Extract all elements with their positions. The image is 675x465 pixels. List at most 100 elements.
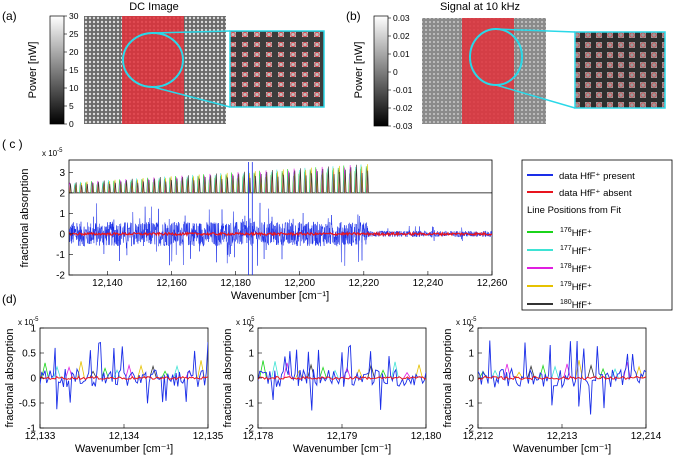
d3-fit-peak [575, 360, 583, 379]
colorbar-tick-label: 25 [69, 29, 79, 39]
chart-c-ytick-label: 2 [59, 188, 65, 199]
dc-image-zoom-inset [229, 30, 325, 108]
panel-label-d: (d) [2, 292, 17, 306]
colorbar-a-ticks: 30 25 20 15 10 5 0 [64, 11, 79, 129]
chart-c-scale-note: x 10-5 [42, 148, 63, 158]
d1-scale-note: x 10-5 [18, 317, 39, 327]
chart-c-line-position-peak [338, 171, 341, 193]
chart-c-line-position-peak [299, 168, 302, 193]
d2-ytick-label: -1 [245, 399, 254, 410]
d1-ytick-label: -1 [27, 424, 36, 435]
d3-xtick-label: 12,214 [631, 431, 662, 442]
chart-c-line-position-peak [310, 167, 313, 193]
d3-ytick-label: -2 [465, 424, 474, 435]
d1-fit-peak [101, 367, 109, 379]
chart-c-xtick-label: 12,160 [156, 278, 187, 289]
chart-c-line-position-peak [170, 180, 173, 193]
scale-exp: -5 [33, 317, 39, 323]
chart-c-line-position-peak [333, 174, 336, 193]
colorbar-tick-label: 0 [393, 67, 398, 77]
zoom-line-bottom-a [152, 86, 231, 108]
chart-c-line-position-peak [187, 175, 190, 193]
chart-c-line-position-peak [288, 172, 291, 193]
legend-isotope-label: HfF⁺ [572, 264, 592, 275]
chart-c-line-position-peak [220, 179, 224, 193]
d2-fit-peak [271, 361, 279, 379]
d3-fit-peak [551, 365, 559, 379]
colorbar-tick-label: 20 [69, 47, 79, 57]
chart-c-line-position-peak [321, 168, 324, 193]
chart-c-line-position-peak [192, 180, 196, 193]
colorbar-b [373, 15, 389, 127]
colorbar-tick-label: 0.03 [393, 13, 410, 23]
d3-ytick-label: 1 [468, 349, 474, 360]
colorbar-tick-label: 0.01 [393, 49, 410, 59]
legend-isotope-label: HfF⁺ [572, 228, 592, 239]
chart-c-xtick-label: 12,220 [349, 278, 380, 289]
chart-c-line-position-peak [86, 184, 89, 193]
d3-fit-peak [503, 363, 511, 379]
colorbar-tick-label: 0 [69, 119, 74, 129]
chart-c-line-position-peak [344, 169, 347, 193]
chart-c-line-position-peak [226, 172, 229, 193]
d1-ytick-label: -0.5 [19, 399, 37, 410]
d3-fit-peak [527, 364, 535, 379]
chart-c-line-position-peak [153, 178, 156, 193]
chart-c-ytick-label: 3 [59, 168, 65, 179]
chart-c-xtick-label: 12,180 [220, 278, 251, 289]
d1-xtick-label: 12,135 [193, 431, 224, 442]
d2-ytick-label: -2 [245, 424, 254, 435]
chart-c-ytick-label: -2 [56, 271, 65, 282]
d3-fit-peak [491, 369, 499, 379]
d3-xtick-label: 12,212 [463, 431, 494, 442]
colorbar-b-label: Power [nW] [353, 42, 365, 99]
d1-fit-peak [89, 370, 97, 379]
colorbar-tick-label: -0.03 [393, 121, 413, 131]
chart-c-ylabel: fractional absorption [19, 168, 31, 267]
d3-ytick-label: 0 [468, 374, 474, 385]
legend-label-absent: data HfF⁺ absent [559, 188, 632, 199]
d2-fit-peak [283, 362, 291, 379]
chart-c-line-position-peak [97, 181, 100, 193]
legend-label-180: 180HfF⁺ [560, 299, 592, 311]
chart-c-line-position-peak [80, 185, 83, 193]
legend-box [521, 159, 673, 311]
colorbar-tick-label: -0.02 [393, 103, 413, 113]
scale-base: x 10 [236, 318, 252, 327]
legend-label-present: data HfF⁺ present [559, 171, 635, 182]
chart-c-line-position-peak [265, 172, 268, 193]
d1-fit-peak [53, 365, 61, 379]
chart-c-line-position-peak [142, 181, 145, 193]
zoom-line-top-a [152, 30, 231, 34]
legend-label-179: 179HfF⁺ [560, 281, 592, 293]
d1-plot-area [40, 341, 208, 410]
chart-c-line-position-peak [248, 177, 252, 193]
image-a-title: DC Image [129, 1, 179, 13]
chart-c-line-position-peak [316, 171, 319, 193]
chart-c-line-position-peak [209, 175, 212, 193]
chart-c-line-position-peak [237, 173, 240, 193]
chart-c-xtick-label: 12,200 [284, 278, 315, 289]
panel-label-c: ( c ) [2, 137, 23, 151]
scale-exp: 5 [251, 317, 255, 323]
chart-c-line-position-peak [304, 175, 308, 193]
chart-c-line-position-peak [260, 174, 263, 193]
legend-isotope-mass: 176 [560, 227, 572, 234]
chart-c-line-position-peak [119, 181, 123, 193]
chart-c-line-position-peak [131, 178, 134, 193]
chart-c-line-position-peak [254, 175, 257, 193]
d3-ytick-label: 2 [468, 324, 474, 335]
colorbar-tick-label: 0.02 [393, 31, 410, 41]
colorbar-tick-label: 15 [69, 65, 79, 75]
chart-c-line-position-peak [198, 178, 201, 193]
colorbar-tick-label: 5 [69, 101, 74, 111]
d3-fit-peak [587, 363, 595, 379]
d1-fit-peak [137, 364, 145, 379]
legend-isotope-mass: 179 [560, 281, 572, 288]
d3-ylabel: fractional absorption [442, 328, 454, 427]
d1-xtick-label: 12,133 [25, 431, 56, 442]
colorbar-tick-label: 30 [69, 11, 79, 21]
d1-ylabel: fractional absorption [4, 328, 16, 427]
legend-isotope-mass: 177 [560, 245, 572, 252]
d3-fit-peak [623, 361, 631, 379]
